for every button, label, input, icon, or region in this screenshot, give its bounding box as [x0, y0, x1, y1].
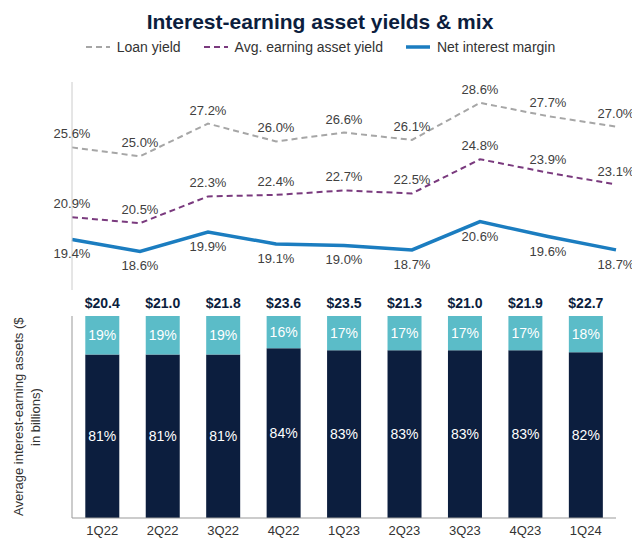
svg-text:81%: 81% [88, 428, 116, 444]
svg-text:25.6%: 25.6% [54, 126, 91, 141]
svg-text:19%: 19% [209, 327, 237, 343]
svg-text:26.1%: 26.1% [394, 119, 431, 134]
html-text:Average interest-earning asset: Average interest-earning assets ($ in bi… [11, 317, 43, 517]
svg-text:22.5%: 22.5% [394, 172, 431, 187]
svg-text:19.1%: 19.1% [258, 251, 295, 266]
svg-text:23.1%: 23.1% [598, 164, 632, 179]
svg-text:3Q23: 3Q23 [449, 523, 481, 538]
svg-text:19.0%: 19.0% [326, 252, 363, 267]
svg-text:17%: 17% [451, 325, 479, 341]
svg-text:$23.5: $23.5 [327, 295, 362, 311]
svg-text:22.3%: 22.3% [190, 175, 227, 190]
html-text:Interest-earning asset yields: Interest-earning asset yields & mix [146, 10, 494, 33]
svg-text:22.7%: 22.7% [326, 169, 363, 184]
svg-text:81%: 81% [149, 428, 177, 444]
svg-text:27.7%: 27.7% [530, 95, 567, 110]
svg-text:17%: 17% [330, 325, 358, 341]
html-text:Loan yield: Loan yield [116, 39, 181, 55]
svg-text:27.0%: 27.0% [598, 106, 632, 121]
svg-text:83%: 83% [391, 426, 419, 442]
svg-text:18%: 18% [572, 326, 600, 342]
svg-text:3Q22: 3Q22 [207, 523, 239, 538]
svg-text:$23.6: $23.6 [266, 295, 301, 311]
svg-text:19.4%: 19.4% [54, 246, 91, 261]
svg-text:19.6%: 19.6% [530, 244, 567, 259]
svg-text:24.8%: 24.8% [462, 138, 499, 153]
svg-text:$21.9: $21.9 [508, 295, 543, 311]
svg-text:19%: 19% [88, 327, 116, 343]
svg-text:17%: 17% [511, 325, 539, 341]
svg-text:19.9%: 19.9% [190, 239, 227, 254]
svg-text:83%: 83% [451, 426, 479, 442]
svg-text:25.0%: 25.0% [122, 135, 159, 150]
svg-text:84%: 84% [270, 425, 298, 441]
svg-text:28.6%: 28.6% [462, 82, 499, 97]
svg-text:$21.8: $21.8 [206, 295, 241, 311]
svg-text:$22.7: $22.7 [568, 295, 603, 311]
svg-text:$21.3: $21.3 [387, 295, 422, 311]
svg-text:81%: 81% [209, 428, 237, 444]
svg-text:18.7%: 18.7% [394, 257, 431, 272]
svg-text:20.5%: 20.5% [122, 202, 159, 217]
svg-text:1Q22: 1Q22 [86, 523, 118, 538]
svg-text:4Q23: 4Q23 [509, 523, 541, 538]
svg-text:18.6%: 18.6% [122, 258, 159, 273]
svg-text:4Q22: 4Q22 [268, 523, 300, 538]
svg-text:26.6%: 26.6% [326, 112, 363, 127]
svg-text:16%: 16% [270, 324, 298, 340]
svg-text:2Q22: 2Q22 [147, 523, 179, 538]
svg-text:$21.0: $21.0 [145, 295, 180, 311]
svg-text:83%: 83% [330, 426, 358, 442]
svg-text:23.9%: 23.9% [530, 152, 567, 167]
svg-text:17%: 17% [391, 325, 419, 341]
html-text:Net interest margin: Net interest margin [437, 39, 556, 55]
svg-text:1Q24: 1Q24 [570, 523, 602, 538]
svg-text:$21.0: $21.0 [447, 295, 482, 311]
svg-text:$20.4: $20.4 [85, 295, 120, 311]
svg-text:27.2%: 27.2% [190, 103, 227, 118]
svg-text:26.0%: 26.0% [258, 120, 295, 135]
svg-text:18.7%: 18.7% [598, 257, 632, 272]
svg-text:19%: 19% [149, 327, 177, 343]
html-text:Avg. earning asset yield: Avg. earning asset yield [234, 39, 383, 55]
svg-text:20.6%: 20.6% [462, 229, 499, 244]
svg-text:82%: 82% [572, 427, 600, 443]
svg-text:2Q23: 2Q23 [389, 523, 421, 538]
svg-text:1Q23: 1Q23 [328, 523, 360, 538]
svg-text:22.4%: 22.4% [258, 174, 295, 189]
svg-text:83%: 83% [511, 426, 539, 442]
svg-text:20.9%: 20.9% [54, 196, 91, 211]
